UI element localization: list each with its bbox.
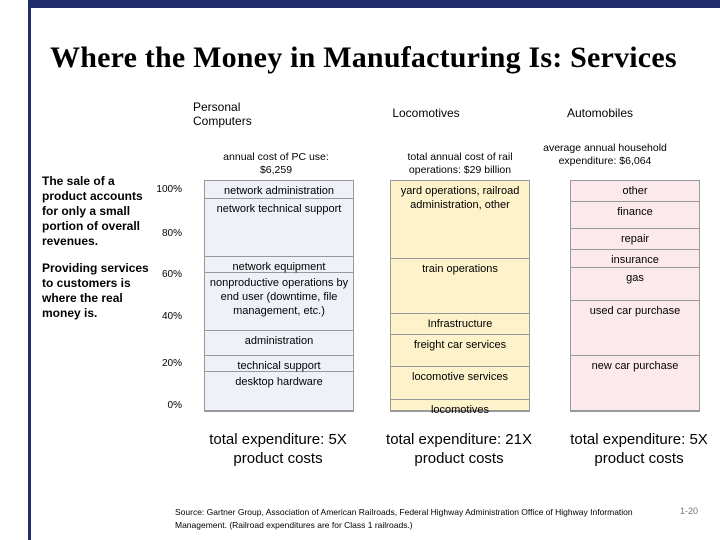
bar-segment: new car purchase	[571, 356, 699, 411]
top-border	[0, 0, 720, 8]
bar-segment: repair	[571, 229, 699, 250]
bar-segment: network technical support	[205, 199, 353, 257]
page-number: 1-20	[680, 506, 699, 516]
bar-segment: network equipment	[205, 257, 353, 273]
bar-column-automobiles: new car purchase used car purchase gas insu…	[570, 180, 700, 412]
segment-label: new car purchase	[591, 359, 679, 372]
segment-label: freight car services	[413, 339, 507, 352]
subtitle-household-cost: average annual household expenditure: $6…	[543, 142, 667, 167]
segment-label: repair	[620, 233, 650, 246]
segment-label: locomotive services	[412, 371, 508, 384]
bar-column-locomotives: locomotives locomotive services freight ca…	[390, 180, 530, 416]
subtitle-rail-cost: total annual cost of rail operations: $2…	[407, 151, 513, 176]
bar-segment: used car purchase	[571, 301, 699, 356]
segment-label: nonproductive operations by end user (do…	[209, 277, 349, 317]
ytick-0: 0%	[167, 400, 182, 411]
total-locomotives: total expenditure: 21X product costs	[386, 431, 532, 467]
slide-title: Where the Money in Manufacturing Is: Ser…	[50, 41, 677, 74]
bar-segment: freight car services	[391, 335, 529, 368]
segment-label: train operations	[422, 263, 498, 276]
ytick-40: 40%	[161, 311, 182, 322]
segment-label: used car purchase	[589, 304, 681, 317]
bar-segment: nonproductive operations by end user (do…	[205, 273, 353, 331]
left-border-line	[28, 0, 31, 540]
bar-segment: train operations	[391, 259, 529, 315]
bar-segment: gas	[571, 268, 699, 301]
segment-label: other	[622, 185, 648, 198]
bar-segment: insurance	[571, 250, 699, 269]
source-note: Source: Gartner Group, Association of Am…	[175, 507, 633, 530]
ytick-60: 60%	[161, 269, 182, 280]
segment-label: yard operations, railroad administration…	[400, 185, 520, 212]
subtitle-pc-cost: annual cost of PC use: $6,259	[223, 151, 329, 176]
header-locomotives: Locomotives	[392, 106, 460, 120]
bar-segment: locomotives	[391, 400, 529, 416]
segment-label: finance	[617, 205, 653, 218]
bar-segment: desktop hardware	[205, 372, 353, 411]
segment-label: network technical support	[216, 203, 342, 216]
header-automobiles: Automobiles	[566, 106, 634, 120]
segment-label: Infrastructure	[427, 318, 493, 331]
segment-label: insurance	[611, 254, 659, 267]
segment-label: gas	[626, 272, 644, 285]
bar-segment: finance	[571, 202, 699, 230]
segment-label: technical support	[237, 359, 321, 372]
ytick-80: 80%	[161, 228, 182, 239]
bar-segment: Infrastructure	[391, 314, 529, 336]
ytick-20: 20%	[161, 358, 182, 369]
segment-label: network administration	[223, 185, 335, 198]
segment-label: desktop hardware	[235, 375, 323, 388]
bar-segment: other	[571, 181, 699, 202]
left-margin	[0, 0, 28, 540]
header-personal-computers: Personal Computers	[193, 100, 252, 128]
total-personal-computers: total expenditure: 5X product costs	[209, 431, 347, 467]
side-text-services: Providing services to customers is where…	[42, 261, 149, 320]
bar-segment: technical support	[205, 356, 353, 372]
ytick-100: 100%	[156, 184, 182, 195]
bar-segment: network administration	[205, 181, 353, 200]
segment-label: locomotives	[430, 403, 490, 416]
segment-label: administration	[244, 334, 314, 347]
bar-segment: administration	[205, 331, 353, 356]
side-text-product: The sale of a product accounts for only …	[42, 174, 143, 248]
total-automobiles: total expenditure: 5X product costs	[570, 431, 708, 467]
segment-label: network equipment	[232, 260, 326, 273]
bar-column-personal-computers: desktop hardware technical support adminis…	[204, 180, 354, 412]
bar-segment: locomotive services	[391, 367, 529, 400]
bar-segment: yard operations, railroad administration…	[391, 181, 529, 260]
